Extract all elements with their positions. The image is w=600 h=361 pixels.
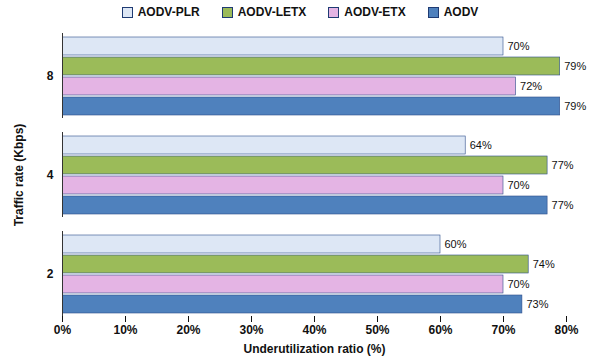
svg-text:70%: 70%	[491, 323, 515, 337]
html-text:AODV-PLR: AODV-PLR	[137, 5, 200, 19]
svg-text:79%: 79%	[564, 60, 586, 72]
svg-text:70%: 70%	[508, 40, 530, 52]
svg-text:4: 4	[47, 168, 54, 182]
svg-text:77%: 77%	[552, 159, 574, 171]
svg-text:10%: 10%	[113, 323, 137, 337]
svg-text:40%: 40%	[302, 323, 326, 337]
svg-text:30%: 30%	[239, 323, 263, 337]
svg-text:74%: 74%	[533, 258, 555, 270]
svg-text:72%: 72%	[520, 80, 542, 92]
svg-text:64%: 64%	[470, 139, 492, 151]
html-text:AODV-LETX: AODV-LETX	[237, 5, 307, 19]
svg-text:70%: 70%	[508, 278, 530, 290]
html-text:AODV: AODV	[443, 5, 479, 19]
svg-text:50%: 50%	[365, 323, 389, 337]
svg-text:60%: 60%	[428, 323, 452, 337]
svg-text:60%: 60%	[445, 238, 467, 250]
html-text:AODV-ETX: AODV-ETX	[344, 5, 406, 19]
svg-text:0%: 0%	[54, 323, 72, 337]
svg-text:80%: 80%	[554, 323, 578, 337]
svg-text:77%: 77%	[552, 199, 574, 211]
svg-text:Traffic rate (Kbps): Traffic rate (Kbps)	[12, 124, 26, 227]
svg-text:70%: 70%	[508, 179, 530, 191]
svg-text:79%: 79%	[564, 100, 586, 112]
svg-text:73%: 73%	[526, 298, 548, 310]
svg-text:8: 8	[47, 69, 54, 83]
svg-text:20%: 20%	[176, 323, 200, 337]
svg-text:Underutilization ratio (%): Underutilization ratio (%)	[244, 342, 386, 356]
svg-text:2: 2	[47, 267, 54, 281]
